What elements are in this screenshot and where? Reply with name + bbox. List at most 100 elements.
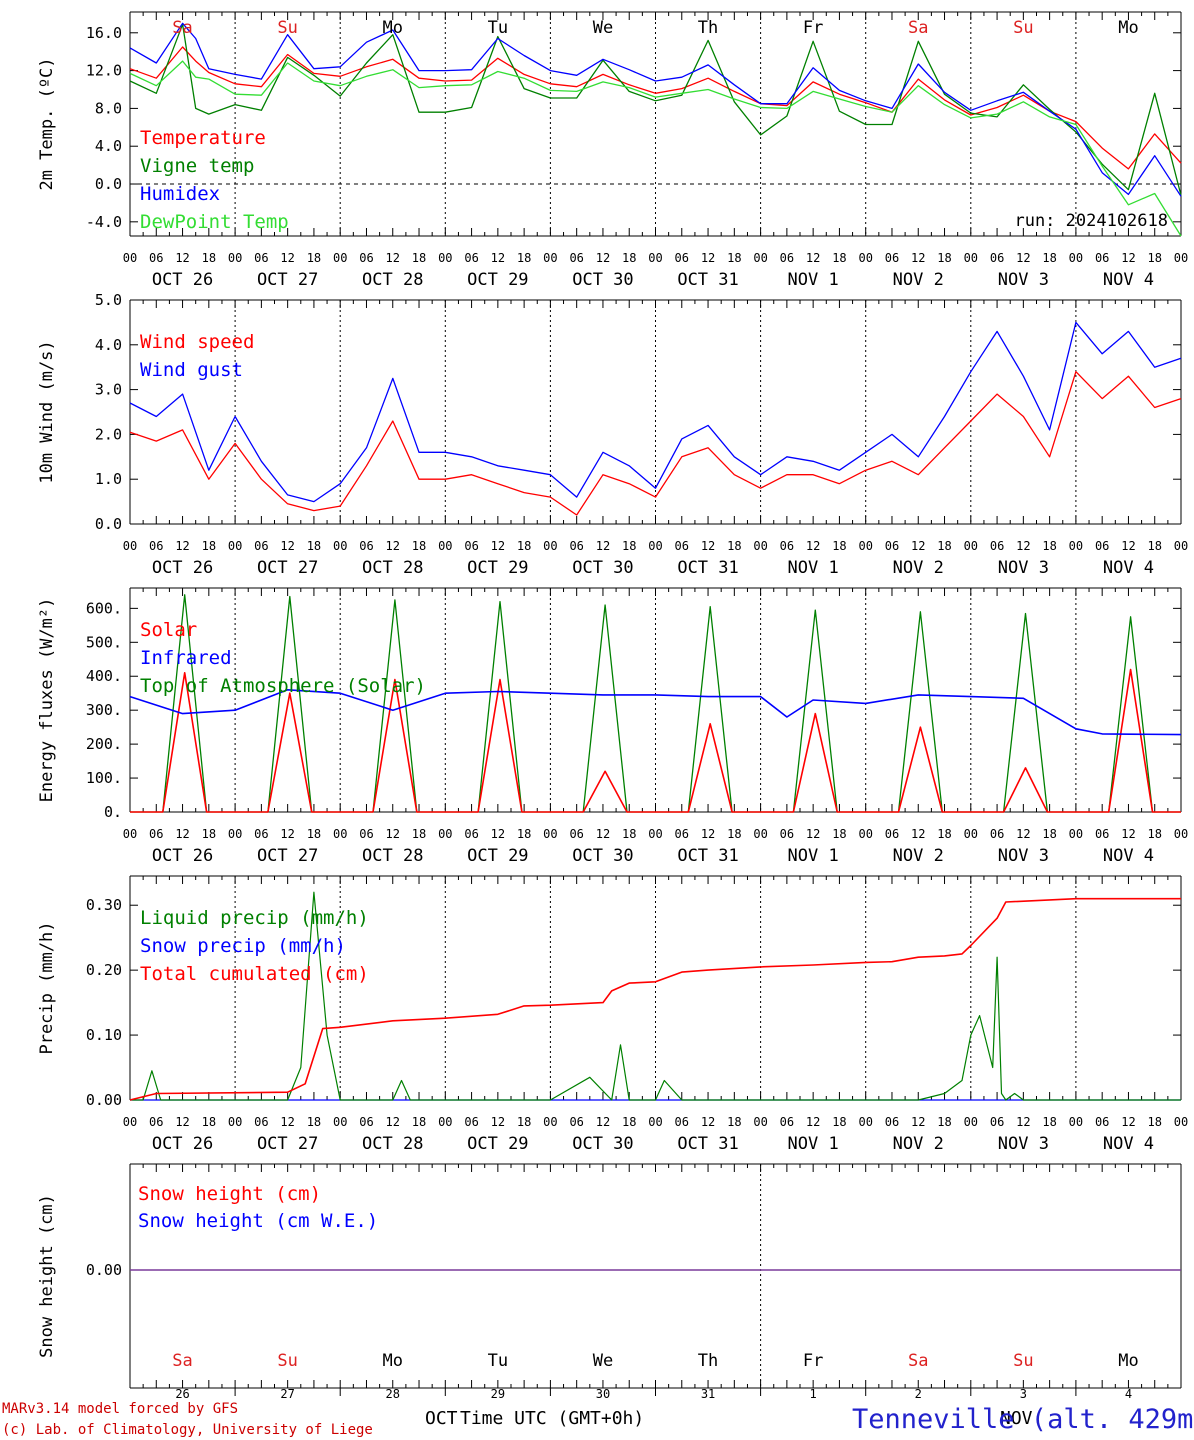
month-right-label: NOV [1000,1408,1033,1429]
snow-panel: 0.00 Snow height (cm) Snow height (cm) Snow… [37,1163,1182,1401]
weekday-label: We [593,18,613,38]
hour-tick-label: 12 [806,827,820,841]
y-tick-label: 600. [86,599,122,617]
y-tick-label: -4.0 [86,213,122,231]
legend-entry: Wind speed [140,331,254,353]
hour-tick-label: 00 [858,539,872,553]
hour-tick-label: 00 [1069,539,1083,553]
hour-tick-label: 12 [1121,251,1135,265]
weekday-label: Mo [1118,1351,1138,1371]
hour-tick-label: 18 [307,1115,321,1129]
hour-tick-label: 18 [937,251,951,265]
hour-tick-label: 18 [1147,251,1161,265]
hour-tick-label: 12 [175,827,189,841]
temperature-panel: -4.0 0.0 4.0 8.0 12.0 16.0 2m Temp. (ºC) Sa Su Mo… [37,11,1188,290]
hour-tick-label: 12 [491,539,505,553]
hour-tick-label: 00 [543,1115,557,1129]
hour-tick-label: 00 [333,539,347,553]
hour-tick-label: 18 [727,827,741,841]
hour-tick-label: 00 [228,827,242,841]
hour-tick-label: 00 [438,251,452,265]
hour-tick-label: 18 [1042,539,1056,553]
hour-tick-label: 18 [412,251,426,265]
hour-tick-label: 00 [543,827,557,841]
hour-tick-label: 06 [254,827,268,841]
date-label: OCT 29 [467,1134,528,1154]
weekday-label: Th [698,1351,718,1371]
hour-tick-label: 18 [1147,539,1161,553]
hour-tick-label: 18 [937,1115,951,1129]
date-label: OCT 31 [677,846,738,866]
hour-tick-label: 00 [648,827,662,841]
hour-tick-label: 06 [464,1115,478,1129]
hour-tick-label: 06 [990,251,1004,265]
series-line [129,60,1182,237]
hour-tick-label: 18 [202,827,216,841]
hour-tick-label: 06 [780,251,794,265]
hour-tick-label: 00 [1174,827,1188,841]
date-label: OCT 31 [677,270,738,290]
date-label: NOV 1 [788,558,839,578]
legend-entry: Solar [140,619,197,641]
hour-tick-label: 12 [1121,1115,1135,1129]
hour-tick-label: 00 [123,251,137,265]
y-axis-label: 10m Wind (m/s) [37,340,57,483]
hour-tick-label: 18 [307,251,321,265]
hour-tick-label: 00 [123,1115,137,1129]
legend-entry: Liquid precip (mm/h) [140,907,369,929]
hour-tick-label: 12 [280,1115,294,1129]
date-label: NOV 4 [1103,558,1154,578]
hour-tick-label: 12 [175,251,189,265]
date-label: OCT 28 [362,270,423,290]
legend-entry: Snow height (cm) [138,1183,321,1205]
series-line [129,22,1182,197]
hour-tick-label: 00 [964,827,978,841]
date-label: OCT 29 [467,270,528,290]
hour-tick-label: 18 [307,827,321,841]
model-credit: MARv3.14 model forced by GFS [2,1401,238,1417]
legend-entry: Snow height (cm W.E.) [138,1210,378,1232]
series-line [129,23,1182,196]
hour-tick-label: 00 [858,827,872,841]
y-tick-label: 8.0 [95,99,122,117]
hour-tick-label: 06 [464,827,478,841]
hour-tick-label: 00 [964,539,978,553]
legend-entry: Temperature [140,127,266,149]
hour-tick-label: 18 [202,251,216,265]
date-label: OCT 30 [572,1134,633,1154]
day-number-label: 4 [1125,1387,1132,1401]
hour-tick-label: 06 [569,251,583,265]
y-tick-label: 0.00 [86,1091,122,1109]
hour-tick-label: 12 [596,827,610,841]
day-number-label: 30 [596,1387,610,1401]
hour-tick-label: 18 [412,827,426,841]
lab-credit: (c) Lab. of Climatology, University of L… [2,1422,373,1438]
hour-tick-label: 18 [202,1115,216,1129]
day-number-label: 28 [386,1387,400,1401]
y-tick-label: 0.10 [86,1026,122,1044]
footer: MARv3.14 model forced by GFS (c) Lab. of… [2,1401,1194,1438]
date-label: NOV 4 [1103,270,1154,290]
series-line [129,688,1182,736]
date-label: OCT 26 [152,1134,213,1154]
hour-tick-label: 12 [491,827,505,841]
hour-tick-label: 06 [359,1115,373,1129]
series-line [130,668,1181,813]
hour-tick-label: 12 [596,539,610,553]
date-label: NOV 3 [998,558,1049,578]
hour-tick-label: 06 [780,1115,794,1129]
date-label: NOV 3 [998,846,1049,866]
hour-tick-label: 06 [569,1115,583,1129]
y-tick-label: 300. [86,701,122,719]
month-left-label: OCT [425,1408,458,1429]
date-label: OCT 28 [362,558,423,578]
hour-tick-label: 06 [254,1115,268,1129]
legend-entry: Top of Atmosphere (Solar) [140,675,426,697]
hour-tick-label: 00 [228,539,242,553]
date-label: OCT 30 [572,846,633,866]
date-label: NOV 2 [893,270,944,290]
hour-tick-label: 06 [1095,1115,1109,1129]
hour-tick-label: 12 [911,827,925,841]
hour-tick-label: 06 [885,827,899,841]
